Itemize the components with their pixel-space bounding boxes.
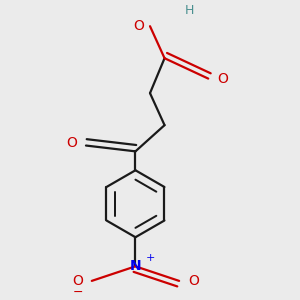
Text: O: O [133,19,144,33]
Text: N: N [130,259,141,273]
Text: O: O [72,274,83,288]
Text: −: − [73,286,83,299]
Text: O: O [66,136,77,150]
Text: H: H [185,4,194,17]
Text: +: + [145,253,155,262]
Text: O: O [217,72,228,86]
Text: O: O [188,274,199,288]
